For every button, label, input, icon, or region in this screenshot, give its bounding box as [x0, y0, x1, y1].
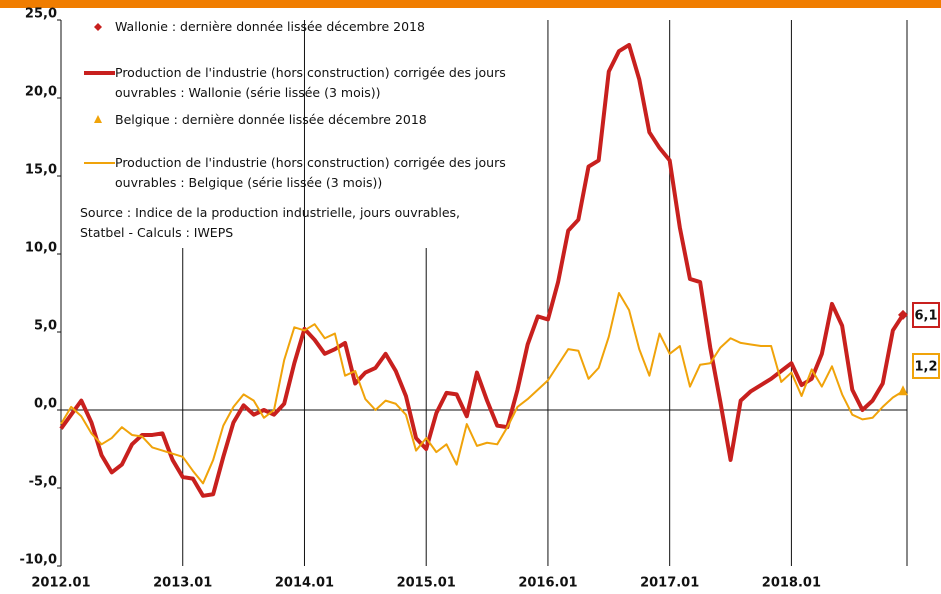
series-line — [60, 292, 904, 485]
x-tick-label: 2012.01 — [31, 576, 90, 591]
y-tick-label: 10,0 — [25, 241, 57, 256]
y-tick-label: 15,0 — [25, 163, 57, 178]
last-marker — [898, 309, 908, 320]
last-marker — [898, 385, 908, 396]
x-tick-label: 2013.01 — [153, 576, 212, 591]
legend-line-label: Production de l'industrie (hors construc… — [115, 155, 506, 190]
value-label-box — [912, 302, 940, 328]
legend-marker — [94, 23, 102, 31]
y-tick-label: 25,0 — [25, 7, 57, 22]
value-label: 6,1 — [914, 309, 937, 324]
legend-marker — [94, 115, 102, 123]
source-note: Source : Indice de la production industr… — [80, 205, 461, 240]
legend-marker-label: Belgique : dernière donnée lissée décemb… — [115, 112, 427, 127]
y-tick-label: -5,0 — [29, 475, 57, 490]
top-bar — [0, 0, 941, 8]
y-tick-label: 20,0 — [25, 85, 57, 100]
series-line — [59, 42, 905, 498]
x-tick-label: 2014.01 — [275, 576, 334, 591]
legend-marker-label: Wallonie : dernière donnée lissée décemb… — [115, 19, 425, 34]
x-tick-label: 2017.01 — [640, 576, 699, 591]
y-tick-label: -10,0 — [20, 553, 57, 568]
value-label: 1,2 — [914, 360, 937, 375]
y-tick-label: 0,0 — [34, 397, 57, 412]
x-tick-label: 2018.01 — [762, 576, 821, 591]
y-tick-label: 5,0 — [34, 319, 57, 334]
value-label-box — [912, 353, 940, 379]
x-tick-label: 2015.01 — [397, 576, 456, 591]
x-tick-label: 2016.01 — [518, 576, 577, 591]
legend-line-label: Production de l'industrie (hors construc… — [115, 65, 506, 100]
